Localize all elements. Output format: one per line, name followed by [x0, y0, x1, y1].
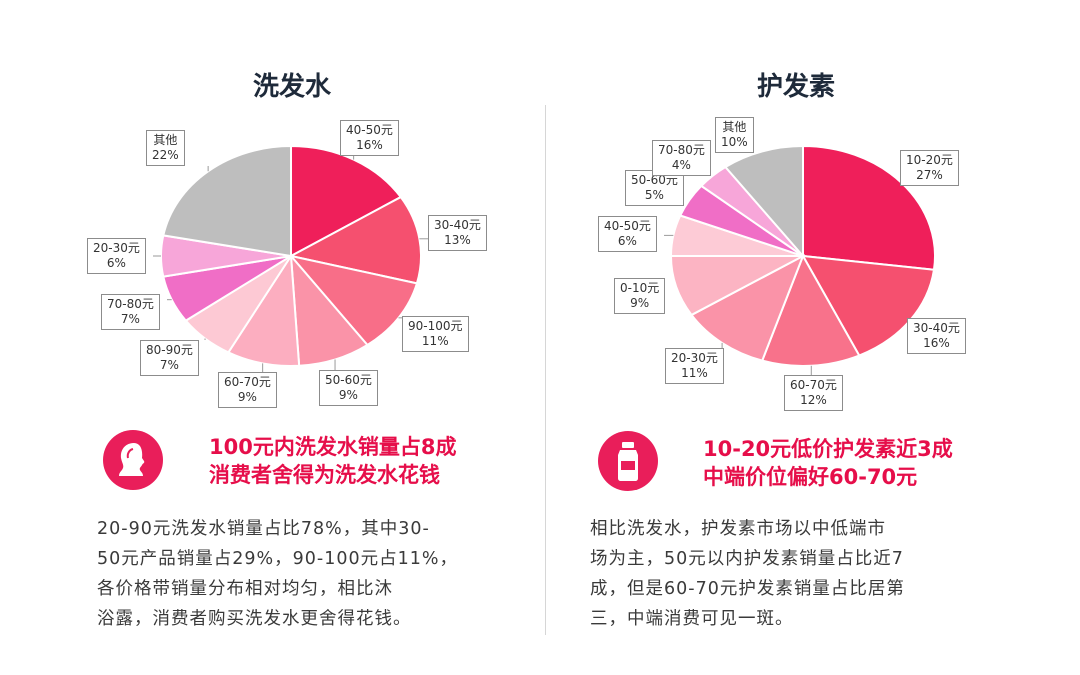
shampoo-body-line-1: 20-90元洗发水销量占比78%，其中30-: [97, 519, 430, 539]
pie-slice-20-30: [690, 253, 805, 362]
slice-label-name: 其他: [153, 133, 178, 147]
slice-label-name: 60-70元: [224, 375, 271, 389]
slice-label-50-60: 50-60元 9%: [319, 370, 378, 406]
slice-label-name: 40-50元: [346, 123, 393, 137]
slice-label-name: 20-30元: [93, 241, 140, 255]
bottle-icon: [598, 431, 658, 491]
slice-label-20-30: 20-30元 11%: [665, 348, 724, 384]
slice-label-value: 7%: [159, 358, 179, 372]
slice-label-value: 27%: [916, 168, 943, 182]
slice-label-70-80: 70-80元 7%: [101, 294, 160, 330]
slice-label-value: 22%: [152, 148, 179, 162]
slice-label-value: 11%: [421, 334, 449, 348]
slice-label-name: 50-60元: [325, 373, 372, 387]
slice-label-90-100: 90-100元 11%: [402, 316, 469, 352]
slice-label-value: 13%: [444, 233, 471, 247]
shampoo-panel: 洗发水 40-50元 16% 30-40元 13% 90-100元 11% 50-60元 9%…: [87, 72, 487, 629]
slice-label-value: 9%: [338, 388, 358, 402]
shampoo-body-line-3: 各价格带销量分布相对均匀，相比沐: [97, 579, 393, 599]
slice-label-name: 70-80元: [107, 297, 154, 311]
conditioner-body-line-2: 场为主，50元以内护发素销量占比近7: [590, 549, 904, 569]
conditioner-pie-chart: [664, 144, 936, 375]
slice-label-name: 60-70元: [790, 378, 837, 392]
slice-label-value: 9%: [237, 390, 257, 404]
shampoo-chart-title: 洗发水: [252, 72, 331, 102]
slice-label-name: 20-30元: [671, 351, 718, 365]
conditioner-headline-1: 10-20元低价护发素近3成: [703, 437, 953, 461]
shampoo-body-line-2: 50元产品销量占29%，90-100元占11%，: [97, 549, 459, 569]
slice-label-0-10: 0-10元 9%: [614, 278, 666, 314]
slice-label-value: 6%: [106, 256, 126, 270]
slice-label-60-70: 60-70元 12%: [784, 375, 843, 411]
pie-slice-other: [162, 144, 292, 258]
slice-label-80-90: 80-90元 7%: [140, 340, 199, 376]
shampoo-headline-1: 100元内洗发水销量占8成: [209, 435, 457, 459]
slice-label-name: 30-40元: [434, 218, 481, 232]
conditioner-chart-title: 护发素: [756, 72, 835, 102]
slice-label-10-20: 10-20元 27%: [900, 150, 959, 186]
slice-label-value: 11%: [681, 366, 708, 380]
slice-label-value: 7%: [120, 312, 140, 326]
conditioner-panel: 护发素 10-20元 27% 30-40元 16% 60-70元 12% 20-30元 11%…: [540, 0, 1080, 675]
slice-label-value: 4%: [671, 158, 691, 172]
slice-label-value: 5%: [644, 188, 664, 202]
slice-label-value: 10%: [721, 135, 748, 149]
slice-label-other: 其他 10%: [715, 117, 754, 153]
slice-label-value: 9%: [630, 296, 650, 310]
slice-label-other: 其他 22%: [146, 130, 185, 166]
slice-label-name: 40-50元: [604, 219, 651, 233]
slice-label-name: 50-60元: [631, 173, 678, 187]
shampoo-pie-chart: [153, 144, 428, 372]
slice-label-30-40: 30-40元 16%: [907, 318, 966, 354]
woman-head-icon: [103, 430, 163, 490]
slice-label-20-30: 20-30元 6%: [87, 238, 146, 274]
slice-label-40-50: 40-50元 16%: [340, 120, 399, 156]
slice-label-60-70: 60-70元 9%: [218, 372, 277, 408]
slice-label-name: 30-40元: [913, 321, 960, 335]
slice-label-name: 90-100元: [408, 319, 463, 333]
slice-label-name: 0-10元: [620, 281, 660, 295]
conditioner-headline-2: 中端价位偏好60-70元: [703, 465, 918, 489]
conditioner-body-line-4: 三，中端消费可见一斑。: [590, 609, 794, 629]
slice-label-value: 6%: [617, 234, 637, 248]
pie-slice-other: [723, 144, 804, 259]
slice-label-value: 16%: [923, 336, 950, 350]
shampoo-headline-2: 消费者舍得为洗发水花钱: [209, 463, 440, 487]
conditioner-body-line-3: 成，但是60-70元护发素销量占比居第: [590, 579, 905, 599]
pie-slice-60-70: [760, 253, 861, 367]
slice-label-40-50: 40-50元 6%: [598, 216, 657, 252]
shampoo-body-line-4: 浴露，消费者购买洗发水更舍得花钱。: [97, 609, 412, 629]
slice-label-30-40: 30-40元 13%: [428, 215, 487, 251]
slice-label-name: 70-80元: [658, 143, 705, 157]
slice-label-name: 80-90元: [146, 343, 193, 357]
conditioner-body-line-1: 相比洗发水，护发素市场以中低端市: [590, 519, 886, 539]
panel-divider: [545, 105, 546, 635]
slice-label-value: 16%: [356, 138, 383, 152]
slice-label-value: 12%: [800, 393, 827, 407]
slice-label-70-80: 70-80元 4%: [652, 140, 711, 176]
slice-label-name: 其他: [722, 120, 747, 134]
slice-label-name: 10-20元: [906, 153, 953, 167]
slice-label-50-60: 50-60元 5%: [625, 170, 684, 206]
